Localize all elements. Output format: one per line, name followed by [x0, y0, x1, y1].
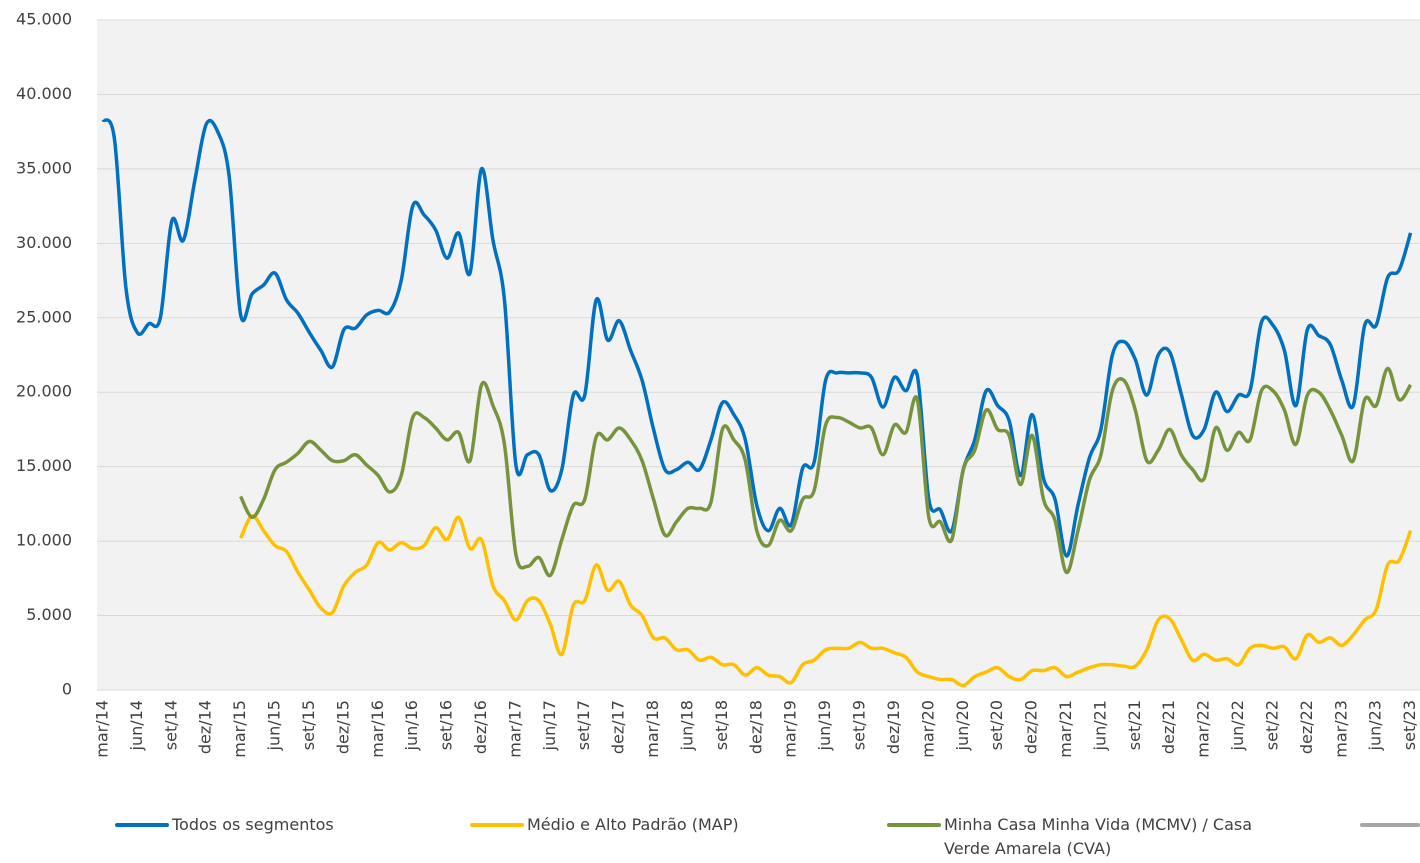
x-tick-label: mar/14 — [93, 700, 112, 758]
y-tick-label: 20.000 — [16, 382, 72, 401]
x-tick-label: mar/20 — [918, 700, 937, 758]
x-tick-label: set/15 — [299, 700, 318, 750]
legend-swatch — [470, 823, 524, 827]
y-tick-label: 15.000 — [16, 456, 72, 475]
legend-item: Médio e Alto Padrão (MAP) — [470, 813, 739, 837]
x-tick-label: mar/17 — [505, 700, 524, 758]
legend-item-cut — [1360, 813, 1420, 827]
x-tick-label: set/16 — [437, 700, 456, 750]
legend-item: Minha Casa Minha Vida (MCMV) / Casa Verd… — [887, 813, 1274, 861]
x-tick-label: set/14 — [161, 700, 180, 750]
legend-swatch — [887, 823, 941, 827]
legend-swatch — [115, 823, 169, 827]
plot-area — [97, 20, 1420, 690]
legend-label: Todos os segmentos — [172, 815, 334, 834]
x-tick-label: dez/16 — [471, 700, 490, 754]
x-tick-label: jun/19 — [815, 700, 834, 751]
x-tick-label: jun/17 — [540, 700, 559, 751]
y-tick-label: 5.000 — [26, 605, 72, 624]
y-tick-label: 30.000 — [16, 233, 72, 252]
x-tick-label: mar/21 — [1056, 700, 1075, 758]
series-line — [239, 366, 1413, 578]
y-tick-label: 10.000 — [16, 531, 72, 550]
x-tick-label: jun/15 — [265, 700, 284, 751]
x-tick-label: dez/14 — [196, 700, 215, 754]
chart: 0 5.000 10.000 15.000 20.000 25.000 30.000 35.0… — [16, 10, 1420, 758]
x-tick-label: mar/23 — [1331, 700, 1350, 758]
series-line — [101, 118, 1413, 558]
x-tick-label: dez/22 — [1297, 700, 1316, 754]
x-tick-label: jun/20 — [953, 700, 972, 751]
series-line — [239, 514, 1413, 688]
y-tick-label: 0 — [62, 680, 72, 699]
legend-swatch — [1360, 823, 1420, 827]
x-tick-label: set/23 — [1400, 700, 1419, 750]
x-tick-label: set/22 — [1262, 700, 1281, 750]
x-tick-label: mar/15 — [230, 700, 249, 758]
x-tick-label: jun/23 — [1366, 700, 1385, 751]
x-tick-label: jun/16 — [402, 700, 421, 751]
x-tick-label: mar/19 — [781, 700, 800, 758]
x-tick-label: jun/14 — [127, 700, 146, 751]
x-tick-label: dez/17 — [609, 700, 628, 754]
x-tick-label: set/17 — [574, 700, 593, 750]
x-tick-label: set/20 — [987, 700, 1006, 750]
x-tick-label: dez/21 — [1159, 700, 1178, 754]
x-tick-label: set/19 — [850, 700, 869, 750]
x-tick-label: mar/18 — [643, 700, 662, 758]
y-tick-label: 40.000 — [16, 84, 72, 103]
legend-label: Médio e Alto Padrão (MAP) — [527, 815, 739, 834]
x-tick-label: jun/21 — [1090, 700, 1109, 751]
x-tick-label: dez/15 — [333, 700, 352, 754]
y-tick-label: 25.000 — [16, 307, 72, 326]
x-tick-label: dez/18 — [746, 700, 765, 754]
legend-label: Minha Casa Minha Vida (MCMV) / Casa Verd… — [944, 815, 1253, 858]
y-tick-label: 45.000 — [16, 10, 72, 29]
y-tick-label: 35.000 — [16, 158, 72, 177]
x-tick-label: mar/22 — [1194, 700, 1213, 758]
x-tick-label: dez/19 — [884, 700, 903, 754]
x-tick-label: jun/18 — [677, 700, 696, 751]
x-tick-label: dez/20 — [1022, 700, 1041, 754]
x-tick-label: mar/16 — [368, 700, 387, 758]
x-tick-label: set/21 — [1125, 700, 1144, 750]
x-tick-label: set/18 — [712, 700, 731, 750]
legend-item: Todos os segmentos — [115, 813, 334, 837]
x-tick-label: jun/22 — [1228, 700, 1247, 751]
